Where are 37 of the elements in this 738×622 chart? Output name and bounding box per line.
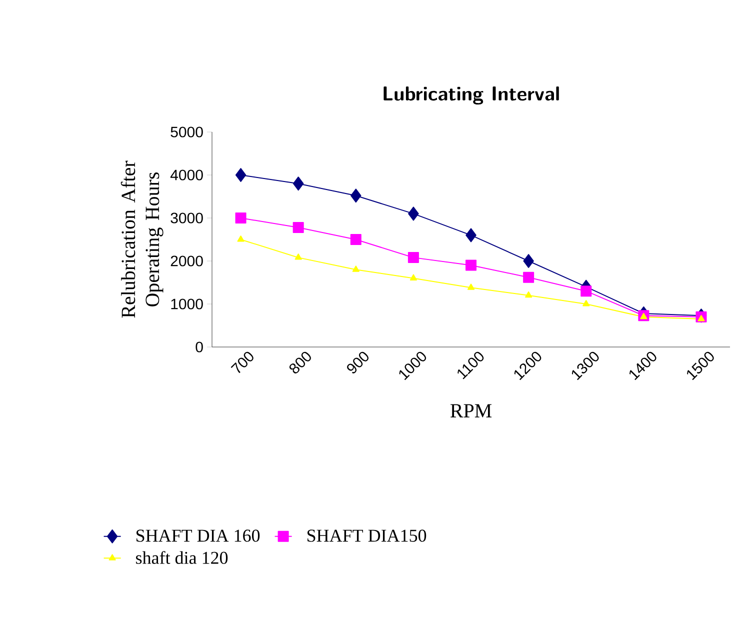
point [235, 168, 246, 182]
x-axis-title: RPM [450, 404, 492, 418]
legend-label: shaft dia 120 [136, 551, 228, 564]
point [350, 234, 362, 245]
point [408, 252, 419, 264]
point [466, 228, 476, 242]
point [350, 188, 362, 203]
y-tick-label: 1000 [171, 298, 203, 310]
point [466, 260, 477, 271]
legend-label: SHAFT DIA150 [308, 530, 426, 542]
point [523, 254, 534, 268]
point [235, 212, 246, 224]
y-tick-label: 5000 [170, 126, 203, 138]
chart-title: Lubricating Interval [384, 86, 559, 105]
y-tick-label: 4000 [170, 170, 203, 180]
point [294, 254, 302, 260]
y-tick-label: 0 [196, 342, 203, 352]
point [352, 266, 360, 272]
point [408, 206, 419, 221]
point [580, 286, 592, 297]
point [410, 274, 417, 280]
x-tick-label: 700 [230, 352, 254, 374]
point [698, 315, 705, 322]
legend-label: SHAFT DIA 160 [136, 530, 260, 542]
point [523, 272, 534, 283]
point [467, 284, 475, 290]
y-tick-label: 3000 [170, 212, 203, 224]
point [292, 222, 304, 233]
point [525, 291, 532, 298]
x-tick-label: 900 [347, 352, 369, 374]
x-tick-label: 800 [289, 352, 311, 374]
point [292, 176, 304, 191]
point [640, 312, 648, 320]
y-axis-title: Relubrication After Operating Hours [120, 160, 164, 318]
point [582, 300, 590, 306]
y-tick-label: 2000 [170, 256, 203, 266]
point [237, 236, 244, 242]
